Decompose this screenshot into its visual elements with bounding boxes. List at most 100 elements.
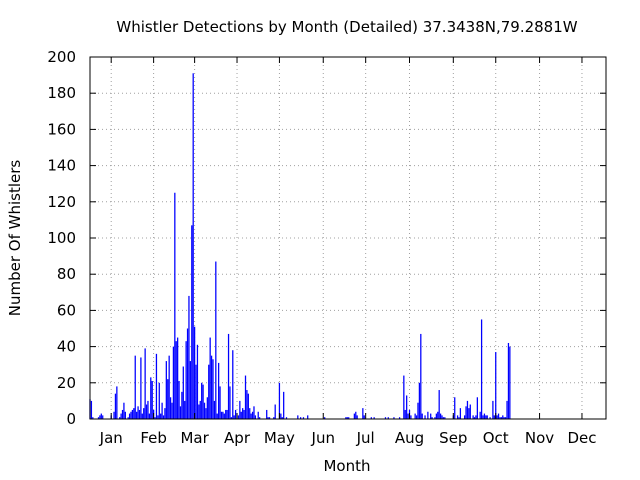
bar bbox=[500, 417, 503, 419]
bar bbox=[348, 417, 350, 419]
bar bbox=[124, 411, 126, 419]
bar bbox=[435, 413, 437, 419]
bar bbox=[475, 415, 477, 419]
bar bbox=[233, 415, 235, 419]
bar bbox=[178, 380, 180, 419]
bar bbox=[254, 415, 257, 419]
bar bbox=[406, 395, 408, 419]
bar bbox=[222, 411, 224, 419]
bar bbox=[196, 344, 199, 419]
bar bbox=[237, 415, 240, 419]
bar bbox=[114, 393, 117, 419]
bar bbox=[198, 404, 200, 419]
bar bbox=[492, 400, 494, 419]
bar bbox=[119, 417, 121, 419]
bar bbox=[414, 413, 416, 419]
x-tick-label: Jun bbox=[311, 429, 335, 447]
bar bbox=[172, 346, 175, 419]
bar bbox=[131, 409, 134, 419]
bar bbox=[154, 417, 156, 419]
bar bbox=[499, 417, 501, 419]
bar bbox=[137, 406, 139, 419]
bar bbox=[143, 408, 145, 419]
bar bbox=[434, 417, 436, 419]
bar bbox=[225, 409, 227, 419]
bar bbox=[384, 417, 387, 419]
bar bbox=[496, 415, 498, 419]
bar bbox=[188, 295, 190, 419]
bar bbox=[147, 400, 149, 419]
bar bbox=[480, 319, 483, 419]
bar bbox=[120, 413, 122, 419]
bar bbox=[157, 415, 159, 419]
bar bbox=[363, 415, 365, 419]
bar bbox=[345, 417, 347, 419]
bar bbox=[486, 415, 488, 419]
bar bbox=[141, 413, 143, 419]
y-tick-label: 180 bbox=[47, 84, 76, 102]
x-tick-label: May bbox=[264, 429, 295, 447]
bar bbox=[155, 353, 158, 419]
bar bbox=[202, 384, 204, 419]
bar bbox=[482, 415, 484, 419]
bar bbox=[186, 328, 189, 419]
bar bbox=[485, 415, 487, 419]
x-tick-label: Aug bbox=[395, 429, 424, 447]
bar bbox=[438, 390, 440, 419]
bar bbox=[230, 417, 232, 419]
bar bbox=[160, 413, 162, 419]
x-tick-label: Oct bbox=[483, 429, 509, 447]
y-axis-label: Number Of Whistlers bbox=[6, 160, 24, 317]
bar bbox=[403, 375, 405, 419]
bar bbox=[407, 413, 409, 419]
bar bbox=[355, 411, 357, 419]
x-tick-label: Apr bbox=[224, 429, 251, 447]
bar bbox=[257, 411, 259, 419]
bar bbox=[223, 413, 225, 419]
bar bbox=[242, 408, 244, 419]
bar bbox=[421, 413, 423, 419]
bar bbox=[210, 355, 213, 419]
bar bbox=[144, 348, 146, 419]
bar bbox=[113, 411, 115, 419]
bar bbox=[199, 400, 201, 419]
y-tick-label: 200 bbox=[47, 48, 76, 66]
bar bbox=[398, 417, 401, 419]
bar bbox=[90, 400, 93, 419]
bar bbox=[404, 409, 406, 419]
bar bbox=[138, 409, 141, 419]
bar bbox=[92, 417, 94, 419]
bar bbox=[307, 415, 309, 419]
bar bbox=[502, 415, 504, 419]
bar bbox=[184, 400, 186, 419]
bar bbox=[148, 413, 151, 419]
x-tick-label: Sep bbox=[439, 429, 467, 447]
bar bbox=[243, 409, 245, 419]
bar bbox=[427, 411, 429, 419]
bar bbox=[195, 364, 197, 419]
bar bbox=[168, 355, 170, 419]
bar bbox=[454, 397, 456, 419]
bar bbox=[150, 377, 152, 419]
bar bbox=[463, 415, 466, 419]
bar bbox=[134, 355, 136, 419]
bar bbox=[466, 400, 469, 419]
bar bbox=[179, 406, 182, 419]
bar bbox=[209, 337, 211, 419]
bar bbox=[219, 386, 221, 419]
bar bbox=[189, 361, 192, 419]
bars-group bbox=[89, 73, 511, 419]
bar bbox=[280, 413, 282, 419]
x-tick-label: Jan bbox=[99, 429, 123, 447]
bar bbox=[174, 192, 176, 419]
bar bbox=[102, 415, 104, 419]
bar bbox=[175, 341, 177, 419]
bar bbox=[140, 357, 142, 419]
bar bbox=[285, 417, 288, 419]
x-axis-ticks: Jan Feb Mar Apr May Jun Jul Aug Sep Oct Nov Dec bbox=[99, 57, 596, 447]
y-tick-label: 60 bbox=[57, 301, 76, 319]
bar bbox=[266, 409, 268, 419]
bar bbox=[504, 417, 507, 419]
bar bbox=[300, 417, 302, 419]
bar bbox=[393, 417, 395, 419]
